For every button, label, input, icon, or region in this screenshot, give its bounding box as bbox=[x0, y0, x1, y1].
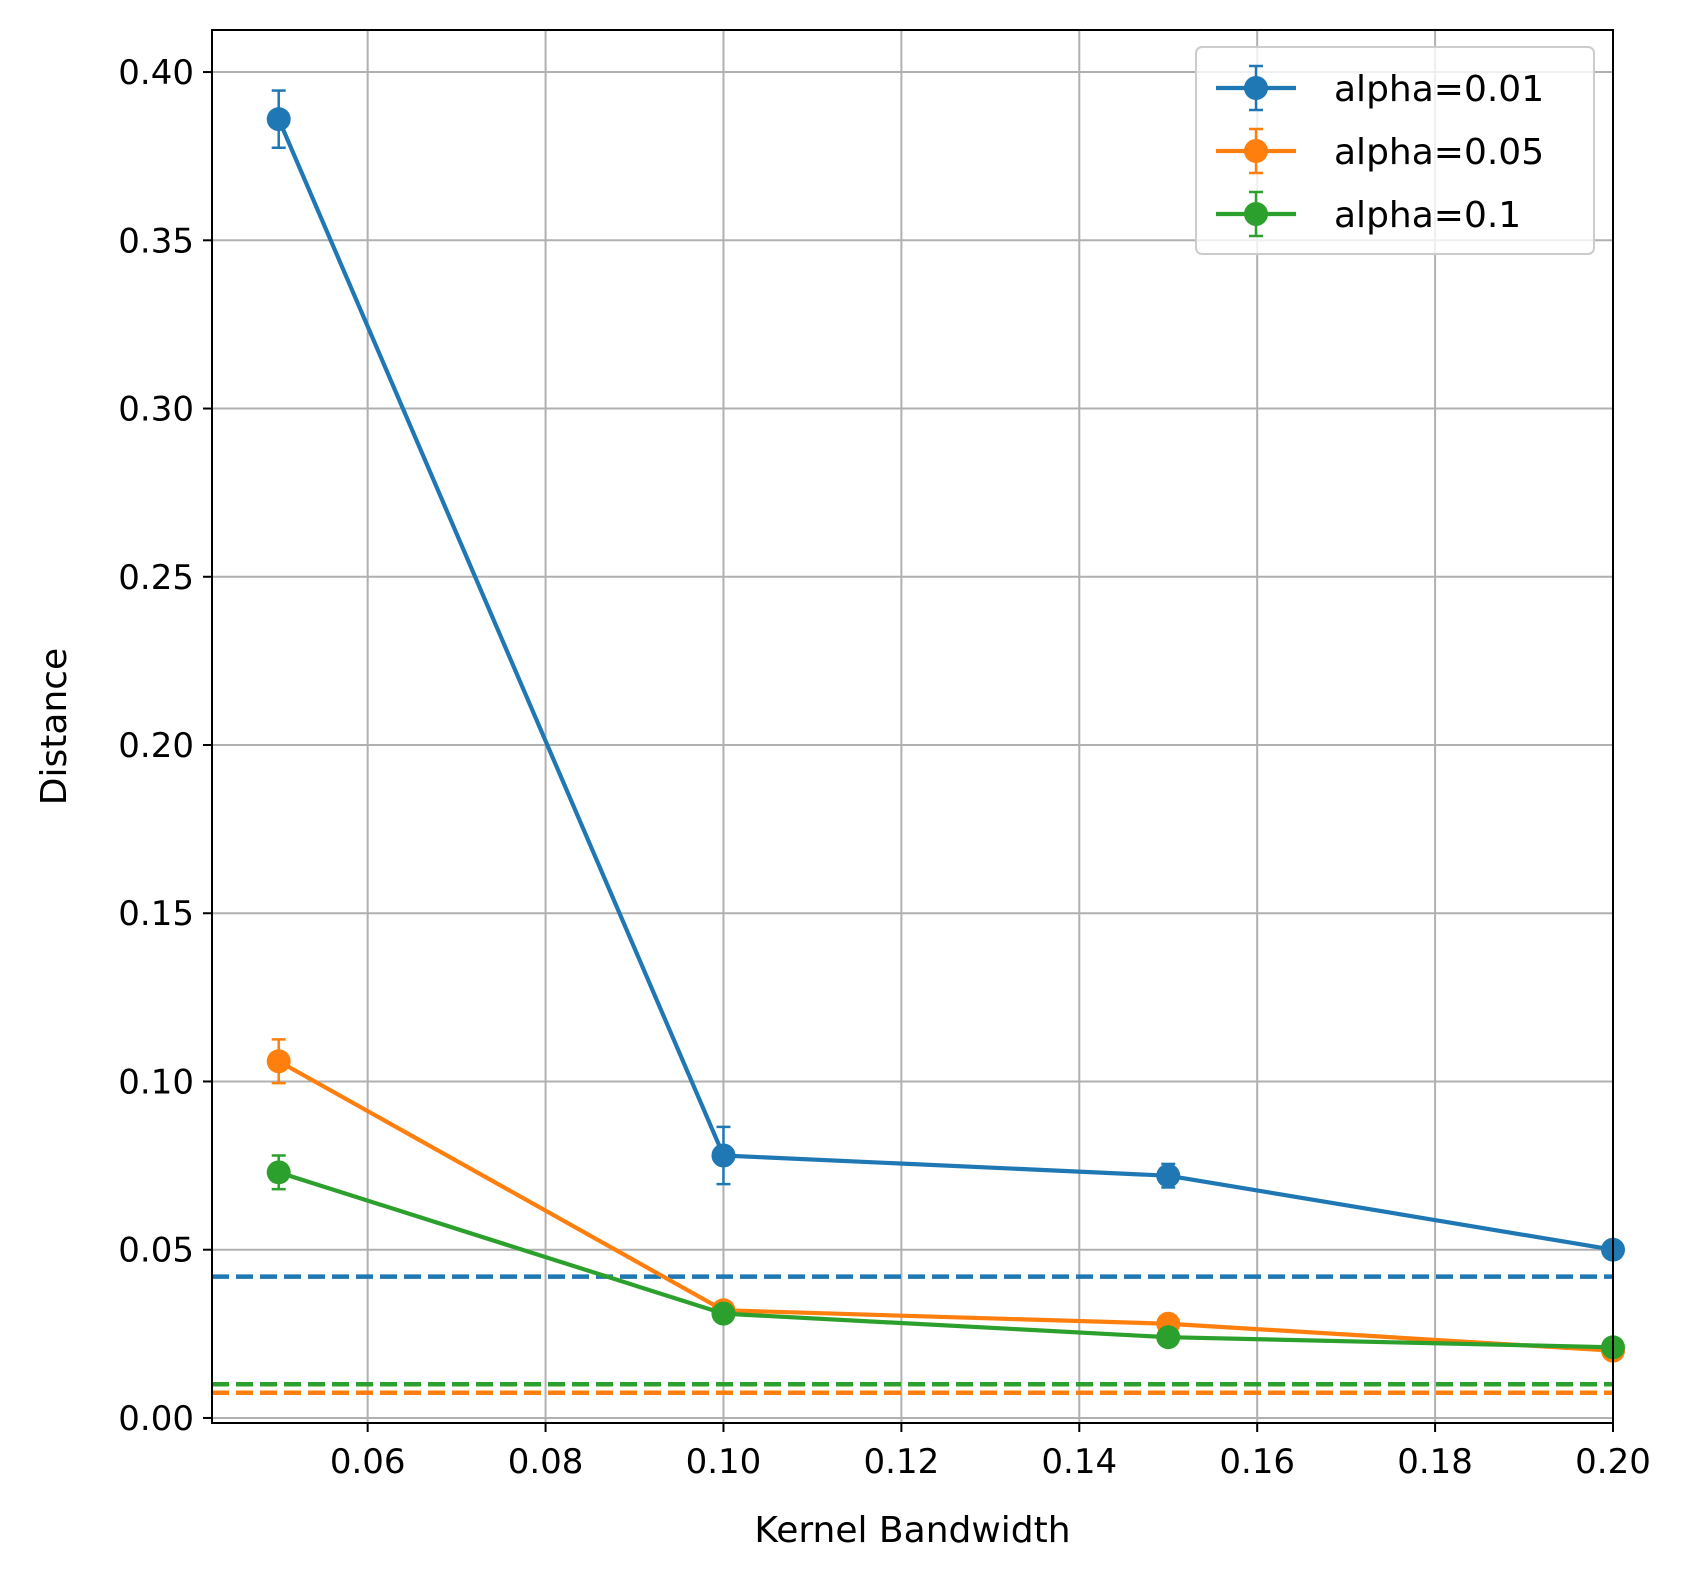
x-axis-label: Kernel Bandwidth bbox=[754, 1510, 1070, 1551]
legend-label: alpha=0.1 bbox=[1334, 195, 1521, 236]
y-tick-label: 0.35 bbox=[118, 221, 194, 261]
x-axis: 0.06 0.08 0.10 0.12 0.14 0.16 0.18 0.20 bbox=[330, 1423, 1651, 1482]
x-tick-label: 0.18 bbox=[1397, 1442, 1473, 1482]
y-tick-label: 0.40 bbox=[118, 53, 194, 93]
legend-label: alpha=0.05 bbox=[1334, 132, 1544, 173]
x-tick-label: 0.08 bbox=[508, 1442, 584, 1482]
series-line bbox=[278, 1170, 1614, 1350]
data-point bbox=[266, 1049, 291, 1074]
y-axis: 0.00 0.05 0.10 0.15 0.20 0.25 0.30 0.35 0.40 bbox=[118, 53, 212, 1439]
plot-frame bbox=[211, 29, 1614, 1424]
baselines bbox=[212, 1274, 1613, 1395]
series-line bbox=[276, 118, 1614, 1252]
x-tick-label: 0.14 bbox=[1041, 1442, 1117, 1482]
data-point bbox=[266, 107, 291, 132]
x-tick-label: 0.16 bbox=[1219, 1442, 1295, 1482]
data-point bbox=[266, 1160, 291, 1185]
x-tick-label: 0.06 bbox=[330, 1442, 406, 1482]
data-point bbox=[1156, 1325, 1181, 1350]
y-tick-label: 0.15 bbox=[118, 894, 194, 934]
data-point bbox=[1156, 1163, 1181, 1188]
y-tick-label: 0.05 bbox=[118, 1231, 194, 1271]
legend-marker bbox=[1244, 76, 1268, 100]
legend-label: alpha=0.01 bbox=[1334, 69, 1544, 110]
y-tick-label: 0.20 bbox=[118, 726, 194, 766]
y-axis-label: Distance bbox=[34, 648, 75, 805]
data-point bbox=[711, 1301, 736, 1326]
grid bbox=[212, 30, 1614, 1423]
x-tick-label: 0.20 bbox=[1575, 1442, 1651, 1482]
y-tick-label: 0.30 bbox=[118, 390, 194, 430]
y-tick-label: 0.25 bbox=[118, 558, 194, 598]
x-tick-label: 0.12 bbox=[864, 1442, 940, 1482]
series-line bbox=[277, 1059, 1614, 1353]
legend-box bbox=[1195, 46, 1595, 255]
y-tick-label: 0.00 bbox=[118, 1399, 194, 1439]
data-point bbox=[711, 1143, 736, 1168]
legend: alpha=0.01 alpha=0.05 alpha=0.1 bbox=[1195, 46, 1595, 255]
y-tick-label: 0.10 bbox=[118, 1062, 194, 1102]
legend-marker bbox=[1244, 202, 1268, 226]
series bbox=[266, 89, 1625, 1363]
x-tick-label: 0.10 bbox=[686, 1442, 762, 1482]
legend-marker bbox=[1244, 139, 1268, 163]
